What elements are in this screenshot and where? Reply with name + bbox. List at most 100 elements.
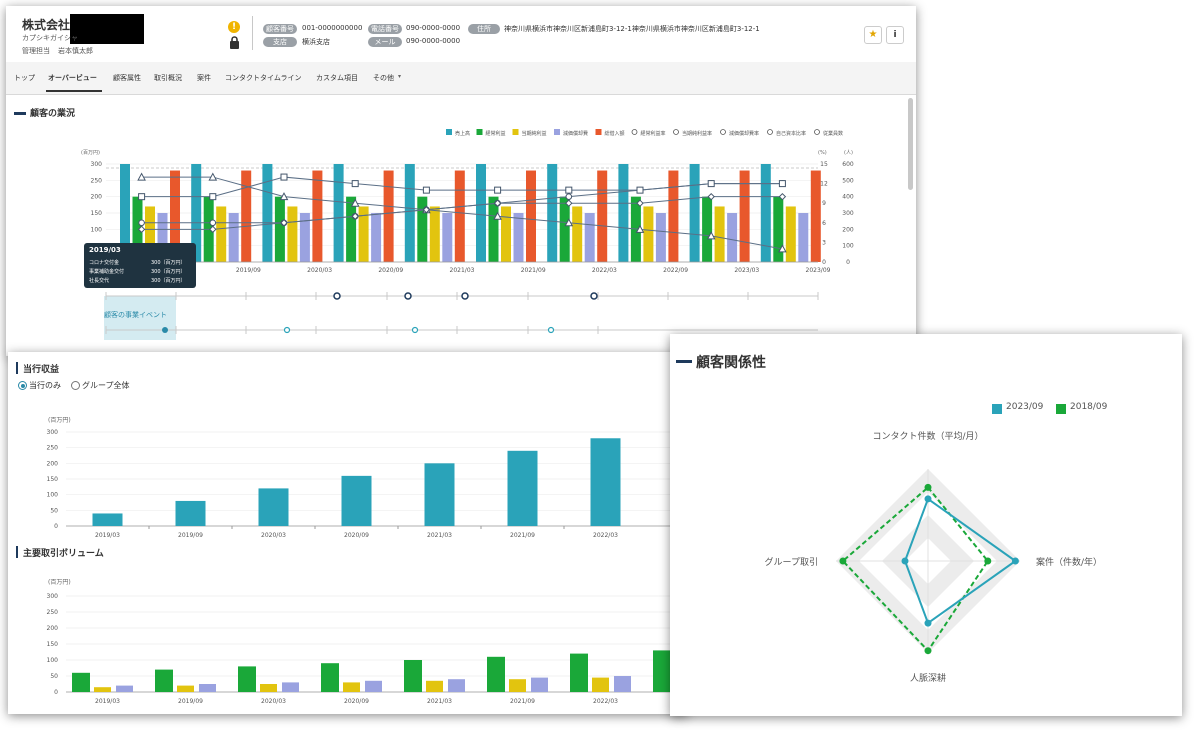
revenue-bar: [424, 463, 455, 526]
branch-value: 横浜支店: [302, 38, 330, 46]
address-label: 住所: [468, 24, 500, 34]
tooltip-row-label: 社長交代: [89, 278, 110, 284]
revenue-tick-label: 300: [47, 429, 59, 436]
rate-marker: [279, 192, 289, 201]
chevron-down-icon[interactable]: ▾: [398, 73, 402, 80]
rate-marker: [565, 193, 573, 200]
legend-label: 減価償却費: [563, 130, 588, 137]
rate-marker: [209, 219, 217, 227]
volume-period-label: 2019/09: [178, 698, 203, 705]
revenue-title: 当行収益: [23, 365, 60, 375]
business-bar: [597, 170, 608, 262]
business-bar: [454, 170, 465, 262]
business-bar: [643, 206, 654, 262]
tab-more[interactable]: その他: [373, 74, 394, 82]
rate-marker: [280, 173, 288, 181]
tooltip-row-value: 300（百万円）: [151, 260, 186, 266]
rate-marker: [493, 199, 502, 207]
rate-marker: [636, 186, 644, 194]
address-value: 神奈川県横浜市神奈川区新浦島町3-12-1神奈川県横浜市神奈川区新浦島町3-12…: [504, 25, 760, 33]
pct-tick-label: 9: [822, 200, 826, 207]
radar-axis-label: 人脈深耕: [910, 672, 946, 684]
radar-point: [924, 495, 932, 503]
revenue-bar: [341, 475, 372, 526]
rate-line: [141, 196, 783, 230]
legend-label-2018: 2018/09: [1070, 402, 1108, 412]
rate-marker: [635, 224, 645, 233]
revenue-period-label: 2022/03: [593, 532, 618, 539]
redacted-block: [70, 14, 144, 44]
business-bar: [760, 164, 771, 262]
business-bar: [739, 170, 750, 262]
rate-marker: [494, 186, 502, 194]
left-axis-unit: (百万円): [81, 150, 100, 156]
business-bar: [145, 206, 155, 262]
revenue-bar: [258, 488, 289, 526]
legend-label: 当期純利益率: [682, 130, 712, 137]
radio-own-label[interactable]: 当行のみ: [29, 381, 61, 390]
legend-label: 減価償却費率: [729, 130, 759, 137]
tab-attributes[interactable]: 顧客属性: [113, 74, 141, 82]
volume-bar: [321, 663, 339, 692]
volume-bar: [199, 684, 216, 692]
relationship-radar: コンタクト件数（平均/月） 案件（件数/年） 人脈深耕 グループ取引: [765, 430, 1103, 684]
events-timeline: [105, 292, 819, 334]
tab-custom-fields[interactable]: カスタム項目: [316, 74, 358, 82]
tab-transactions[interactable]: 取引概況: [154, 74, 182, 82]
revenue-bar: [590, 438, 621, 526]
revenue-bar: [507, 450, 538, 526]
legend-marker: [720, 129, 726, 135]
warning-icon[interactable]: !: [228, 21, 240, 33]
tab-top[interactable]: トップ: [14, 74, 35, 82]
business-bar: [689, 164, 700, 262]
radio-group-label[interactable]: グループ全体: [82, 381, 130, 390]
radio-own[interactable]: [18, 381, 27, 390]
rate-marker: [565, 199, 573, 207]
period-tick-label: 2023/09: [806, 267, 831, 274]
volume-bar: [116, 685, 133, 692]
revenue-tick-label: 50: [50, 507, 58, 514]
phone-label: 電話番号: [368, 24, 402, 34]
business-bar: [773, 196, 784, 262]
rate-marker: [351, 180, 359, 188]
tooltip-row-label: 事業補助金交付: [89, 269, 125, 275]
tab-contact-timeline[interactable]: コンタクトタイムライン: [225, 74, 302, 82]
rate-marker: [706, 231, 716, 240]
radio-group[interactable]: [71, 381, 80, 390]
people-tick-label: 500: [842, 177, 854, 184]
period-tick-label: 2022/03: [592, 267, 617, 274]
favorite-star-icon[interactable]: ★: [864, 26, 882, 44]
radar-point: [924, 483, 932, 491]
radar-axis-label: グループ取引: [765, 556, 818, 568]
volume-bar: [531, 677, 548, 692]
mail-value: 090-0000-0000: [406, 37, 461, 45]
chart-tooltip: 2019/03 コロナ交付金 300（百万円） 事業補助金交付 300（百万円）…: [84, 243, 196, 288]
business-bar: [346, 196, 357, 262]
business-bar: [727, 213, 738, 262]
info-icon[interactable]: i: [886, 26, 904, 44]
tab-overview[interactable]: オーバービュー: [48, 74, 97, 82]
volume-tick-label: 0: [54, 689, 58, 696]
volume-bar: [94, 687, 111, 692]
pct-tick-label: 12: [820, 181, 828, 188]
active-tab-underline: [46, 90, 102, 92]
section-marker: [16, 546, 18, 558]
business-bar: [241, 170, 252, 262]
business-bar: [572, 206, 583, 262]
period-tick-label: 2021/03: [450, 267, 475, 274]
business-bar: [312, 170, 323, 262]
business-bar: [299, 213, 310, 262]
revenue-period-label: 2019/03: [95, 532, 120, 539]
header-divider: [252, 16, 253, 50]
section-marker: [16, 362, 18, 374]
revenue-period-label: 2021/09: [510, 532, 535, 539]
rate-marker: [209, 193, 217, 201]
rate-marker: [422, 186, 430, 194]
section-marker: [676, 360, 692, 363]
business-bar: [810, 170, 821, 262]
volume-bar: [509, 679, 526, 692]
volume-tick-label: 300: [47, 593, 59, 600]
tab-deals[interactable]: 案件: [197, 74, 211, 82]
scrollbar-thumb[interactable]: [908, 98, 913, 190]
volume-bar: [155, 669, 173, 692]
